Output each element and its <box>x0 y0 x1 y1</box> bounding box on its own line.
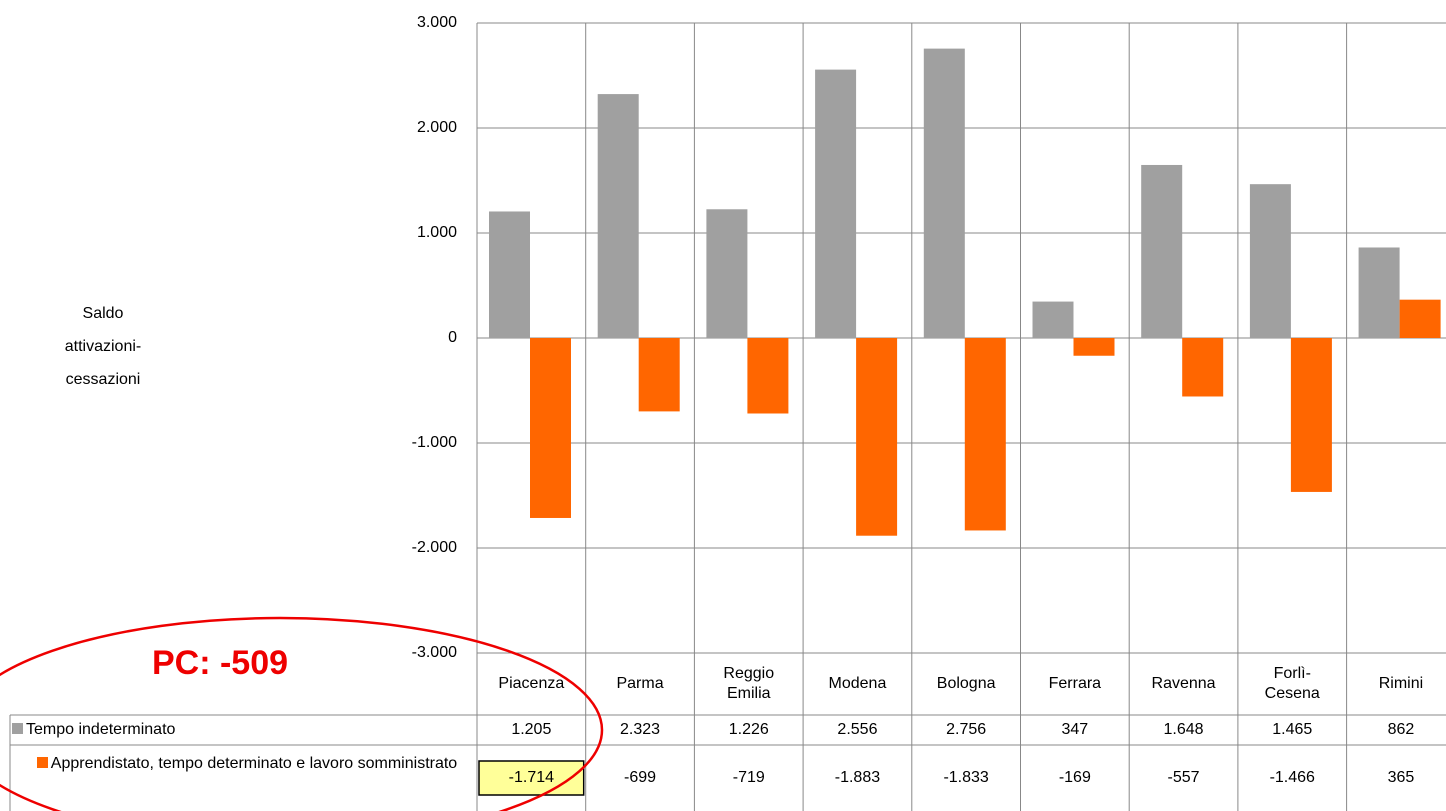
table-value: 2.556 <box>837 721 877 738</box>
y-tick-label: 1.000 <box>417 224 457 241</box>
y-axis-label-line: attivazioni- <box>65 338 141 355</box>
table-value: 2.756 <box>946 721 986 738</box>
bar <box>856 338 898 536</box>
legend-label: Apprendistato, tempo determinato e lavor… <box>50 755 458 772</box>
bar <box>706 209 748 338</box>
legend-label: Tempo indeterminato <box>26 721 176 738</box>
highlight-cell <box>478 760 585 796</box>
bar <box>964 338 1006 531</box>
bar <box>1399 299 1441 338</box>
y-axis-label: Saldo attivazioni-cessazioni <box>65 305 141 388</box>
table-value: 1.465 <box>1272 721 1312 738</box>
table-value: -169 <box>1059 769 1091 786</box>
table-value: -1.883 <box>835 769 880 786</box>
bar <box>489 211 530 338</box>
x-tick-label: Piacenza <box>498 675 564 692</box>
x-tick-label: Parma <box>616 675 663 692</box>
table-value: 1.205 <box>511 721 551 738</box>
legend-row-2: Apprendistato, tempo determinato e lavor… <box>36 755 458 772</box>
y-tick-label: -2.000 <box>412 539 457 556</box>
table-value: -1.714 <box>509 769 554 786</box>
table-value: -699 <box>624 769 656 786</box>
bar <box>597 94 639 339</box>
x-tick-label-line: Cesena <box>1265 685 1320 702</box>
legend-row-1: Tempo indeterminato <box>12 721 176 738</box>
table-value: 2.323 <box>620 721 660 738</box>
x-tick-label-line: Forlì- <box>1274 665 1311 682</box>
y-tick-label: -1.000 <box>412 434 457 451</box>
bar <box>747 338 789 414</box>
bar <box>1249 184 1291 338</box>
x-tick-label: Modena <box>829 675 887 692</box>
bar <box>530 338 571 518</box>
annotation-ellipse <box>0 616 604 811</box>
y-tick-label: 3.000 <box>417 14 457 31</box>
table-value: -719 <box>733 769 765 786</box>
y-tick-label: -3.000 <box>412 644 457 661</box>
x-tick-label: Reggio Emilia <box>723 665 774 702</box>
bar <box>1358 247 1400 338</box>
bar <box>1141 164 1183 338</box>
bar <box>638 338 680 412</box>
x-tick-label: Ravenna <box>1152 675 1216 692</box>
table-value: 862 <box>1388 721 1415 738</box>
table-value: -1.833 <box>943 769 988 786</box>
table-value: -557 <box>1168 769 1200 786</box>
x-tick-label: Rimini <box>1379 675 1423 692</box>
bar <box>1032 301 1074 338</box>
table-value: 1.648 <box>1164 721 1204 738</box>
y-tick-label: 2.000 <box>417 119 457 136</box>
x-tick-label: Forlì- Cesena <box>1265 665 1320 702</box>
x-tick-label: Ferrara <box>1049 675 1102 692</box>
x-tick-label-line: Reggio <box>723 665 774 682</box>
table-value: 347 <box>1061 721 1088 738</box>
bar <box>815 69 857 339</box>
bar <box>1182 338 1224 397</box>
x-tick-label: Bologna <box>937 675 996 692</box>
y-axis-label-line: cessazioni <box>66 371 141 388</box>
y-axis-label-line: Saldo <box>83 305 124 322</box>
y-tick-label: 0 <box>448 329 457 346</box>
table-value: 1.226 <box>729 721 769 738</box>
legend-swatch <box>36 757 48 768</box>
bar <box>923 48 965 339</box>
bar <box>1290 338 1332 492</box>
x-tick-label-line: Emilia <box>727 685 771 702</box>
table-value: 365 <box>1388 769 1415 786</box>
annotation: PC: -509 <box>152 644 288 682</box>
legend-swatch <box>12 723 23 734</box>
table-value: -1.466 <box>1270 769 1315 786</box>
bar <box>1073 338 1115 356</box>
